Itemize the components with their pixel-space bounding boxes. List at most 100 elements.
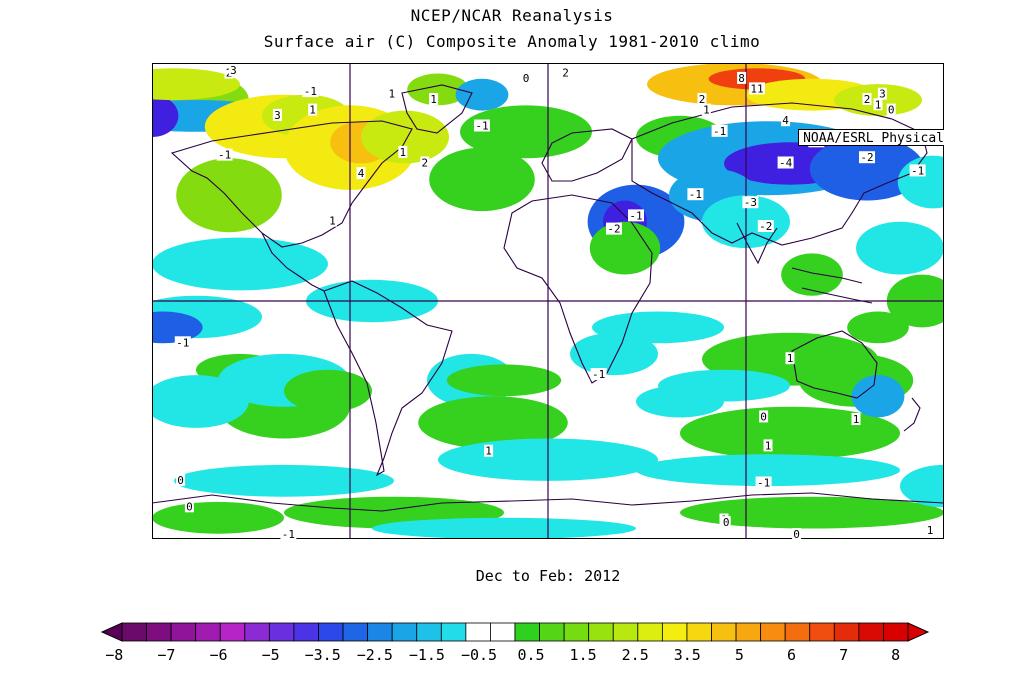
contour-label: -1 (689, 188, 702, 201)
contour-label: -1 (757, 477, 770, 490)
contour-label-bg (216, 148, 233, 161)
anomaly-region (570, 332, 658, 376)
contour-label: -1 (304, 85, 317, 98)
coastlines (152, 84, 944, 512)
contour-label: -1 (218, 149, 231, 162)
contour-label: 0 (888, 104, 895, 117)
contour-label-bg (862, 93, 872, 105)
contour-label-bg (561, 66, 571, 79)
colorbar-cell (661, 622, 688, 642)
anomaly-region (152, 94, 179, 138)
contour-label: 0 (186, 500, 193, 513)
anomaly-region (455, 78, 509, 111)
colorbar-tick-label: −7 (157, 646, 176, 664)
contour-label-bg (356, 167, 366, 180)
colorbar-cells (100, 622, 930, 642)
anomaly-region (781, 253, 843, 296)
colorbar-cell (146, 622, 172, 642)
anomaly-map: 23208112123104-11131-1-1124-1-3-4-2-1-1-… (152, 63, 944, 539)
contour-label-bg (429, 93, 439, 105)
colorbar-cell (858, 622, 884, 642)
contour-label: 4 (782, 114, 789, 127)
colorbar-cell (612, 622, 639, 642)
contour-label: -2 (759, 220, 772, 233)
contour-label: 1 (388, 88, 395, 101)
contour-label-bg (759, 410, 769, 423)
colorbar-cell (367, 622, 393, 642)
anomaly-region (152, 237, 328, 291)
contour-label-bg (757, 220, 774, 232)
contour-label: 1 (927, 524, 934, 537)
contour-label: 0 (177, 474, 184, 487)
colorbar-cell (391, 622, 418, 642)
colorbar-arrow-left (100, 622, 123, 642)
colorbar-tick-label: 7 (839, 646, 849, 664)
anomaly-region (847, 311, 909, 344)
colorbar-cell (637, 622, 663, 642)
colorbar-cell (268, 622, 295, 642)
contour-label: 2 (864, 93, 871, 106)
contour-label-bg (521, 71, 531, 84)
colorbar-cell (514, 622, 540, 642)
anomaly-region (680, 406, 900, 460)
contour-label-bg (174, 336, 191, 349)
contour-label: 0 (793, 528, 800, 539)
colorbar-tick-label: −2.5 (356, 646, 393, 664)
anomaly-region (460, 105, 592, 159)
contour-labels: 23208112123104-11131-1-1124-1-3-4-2-1-1-… (174, 64, 935, 539)
contour-label: -2 (860, 151, 873, 164)
contour-label: 0 (523, 72, 530, 85)
contour-label: 1 (703, 104, 710, 117)
contour-label-bg (420, 156, 430, 169)
contour-label: -1 (592, 368, 605, 381)
contour-label: -3 (744, 196, 757, 209)
coast-europe (541, 128, 633, 182)
colorbar (100, 622, 930, 642)
colorbar-tick-label: −0.5 (460, 646, 498, 664)
contour-label: 1 (787, 352, 794, 365)
colorbar-cell (219, 622, 246, 642)
contour-label-bg (687, 188, 704, 201)
coast-africa (503, 194, 653, 384)
contour-label-bg (327, 214, 337, 227)
coast-north-america (170, 120, 413, 248)
colorbar-cell (318, 622, 344, 642)
colorbar-tick-label: 2.5 (621, 646, 649, 664)
anomaly-region (809, 137, 925, 201)
credit-box: NOAA/ESRL Physical Sciences Division (798, 129, 944, 146)
contour-label-bg (280, 528, 297, 539)
contour-label-bg (474, 119, 490, 132)
anomaly-region (407, 73, 469, 106)
colorbar-cell (809, 622, 835, 642)
colorbar-cell (539, 622, 565, 642)
contour-label-bg (763, 439, 773, 452)
anomaly-region (636, 454, 900, 487)
contour-label: -1 (176, 336, 189, 349)
anomaly-region (176, 158, 282, 233)
contour-label: 1 (875, 98, 882, 111)
anomaly-region (856, 221, 944, 275)
contour-label-bg (711, 124, 728, 137)
contour-label-bg (484, 444, 494, 457)
colorbar-tick-label: 3.5 (673, 646, 701, 664)
colorbar-tick-label: −8 (105, 646, 124, 664)
anomaly-region (429, 147, 535, 212)
anomaly-region (592, 311, 724, 344)
contour-label: 1 (485, 445, 492, 458)
map-frame (152, 63, 944, 539)
time-period: Dec to Feb: 2012 (475, 567, 621, 585)
contour-label-bg (785, 352, 795, 365)
colorbar-cell (490, 622, 516, 642)
anomaly-region (372, 517, 636, 539)
contour-label: -1 (475, 120, 488, 133)
contour-label-bg (721, 516, 731, 529)
contour-label-bg (398, 145, 408, 158)
contour-label: 1 (309, 104, 316, 117)
coast-greenland (401, 84, 473, 134)
contour-label: 3 (230, 64, 237, 77)
coast-australia (791, 330, 878, 399)
colorbar-cell (760, 622, 786, 642)
colorbar-tick-label: 8 (891, 646, 901, 664)
contour-label: 4 (358, 167, 365, 180)
contour-label-bg (925, 524, 935, 537)
